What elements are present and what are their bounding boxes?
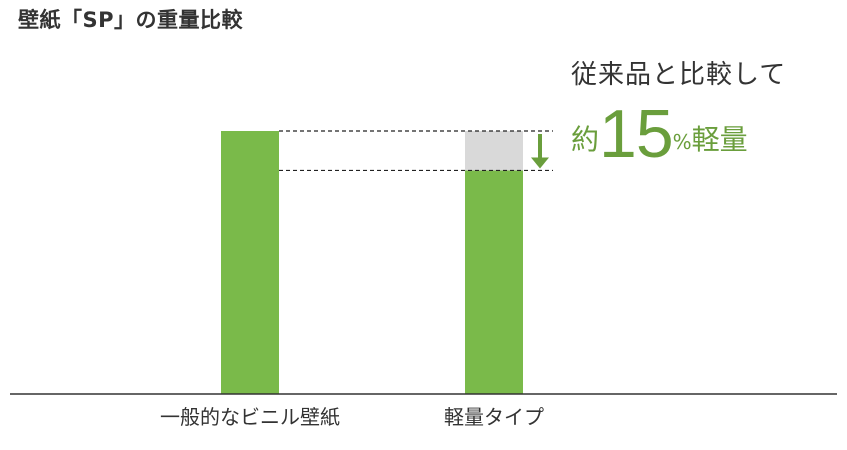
- down-arrow-icon: [531, 157, 549, 169]
- x-tick-label: 軽量タイプ: [444, 405, 544, 429]
- chart-title: 壁紙「SP」の重量比較: [18, 8, 244, 32]
- reduction-segment: [465, 131, 523, 171]
- bar: [465, 170, 523, 394]
- bar: [221, 131, 279, 394]
- x-tick-label: 一般的なビニル壁紙: [160, 405, 340, 429]
